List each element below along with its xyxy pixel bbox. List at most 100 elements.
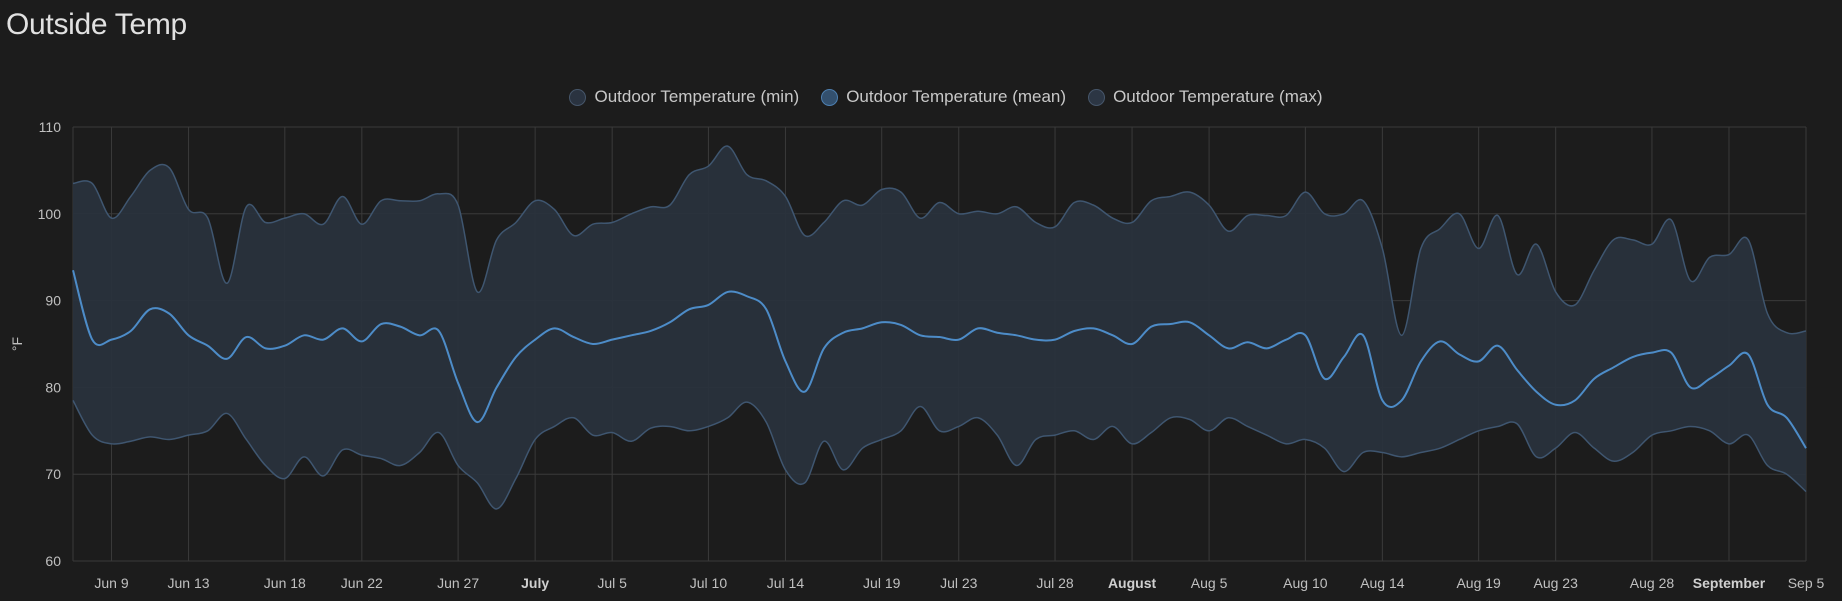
point-mean [129, 329, 133, 333]
legend-item-max[interactable]: Outdoor Temperature (max) [1088, 87, 1323, 107]
point-max [110, 216, 114, 220]
point-min [1554, 446, 1558, 450]
point-min [1477, 429, 1481, 433]
point-mean [1380, 398, 1384, 402]
y-tick-label: 80 [45, 379, 61, 395]
point-mean [71, 268, 75, 272]
point-max [1554, 290, 1558, 294]
point-max [803, 234, 807, 238]
point-min [745, 400, 749, 404]
point-min [629, 439, 633, 443]
point-min [1053, 433, 1057, 437]
point-max [629, 212, 633, 216]
point-mean [764, 307, 768, 311]
point-mean [1034, 338, 1038, 342]
point-mean [938, 335, 942, 339]
point-mean [514, 355, 518, 359]
point-mean [321, 338, 325, 342]
y-tick-label: 100 [38, 206, 62, 222]
point-mean [1611, 365, 1615, 369]
point-mean [1246, 340, 1250, 344]
x-tick-label: Jul 10 [690, 575, 728, 591]
point-min [1226, 416, 1230, 420]
point-min [1650, 433, 1654, 437]
point-mean [225, 357, 229, 361]
point-max [1534, 242, 1538, 246]
point-max [1265, 214, 1269, 218]
point-mean [1669, 351, 1673, 355]
point-max [129, 194, 133, 198]
point-min [418, 451, 422, 455]
point-max [764, 179, 768, 183]
point-mean [1072, 329, 1076, 333]
x-tick-label: Jun 22 [341, 575, 383, 591]
point-min [1380, 451, 1384, 455]
point-mean [976, 326, 980, 330]
legend-label-max: Outdoor Temperature (max) [1113, 87, 1323, 106]
point-mean [1534, 390, 1538, 394]
point-mean [1149, 325, 1153, 329]
point-mean [1207, 333, 1211, 337]
point-min [899, 429, 903, 433]
point-max [148, 168, 152, 172]
point-min [591, 433, 595, 437]
point-mean [206, 344, 210, 348]
point-min [841, 468, 845, 472]
point-max [341, 194, 345, 198]
point-max [1169, 194, 1173, 198]
point-mean [302, 333, 306, 337]
point-max [1323, 212, 1327, 216]
point-mean [1457, 352, 1461, 356]
point-min [938, 429, 942, 433]
point-max [264, 220, 268, 224]
legend-label-min: Outdoor Temperature (min) [594, 87, 800, 106]
point-mean [1708, 377, 1712, 381]
point-min [610, 431, 614, 435]
point-min [514, 477, 518, 481]
point-mean [1342, 355, 1346, 359]
point-mean [187, 333, 191, 337]
point-max [1650, 242, 1654, 246]
point-mean [456, 381, 460, 385]
legend-item-min[interactable]: Outdoor Temperature (min) [569, 87, 799, 107]
point-mean [1496, 344, 1500, 348]
point-max [1438, 227, 1442, 231]
point-min [706, 424, 710, 428]
point-max [649, 205, 653, 209]
point-max [726, 144, 730, 148]
point-min [1688, 424, 1692, 428]
point-max [187, 207, 191, 211]
point-mean [957, 338, 961, 342]
point-mean [783, 359, 787, 363]
y-tick-label: 70 [45, 466, 61, 482]
point-max [1284, 214, 1288, 218]
point-max [321, 222, 325, 226]
legend-item-mean[interactable]: Outdoor Temperature (mean) [821, 87, 1066, 107]
point-min [244, 437, 248, 441]
point-max [995, 212, 999, 216]
legend-swatch-min [569, 88, 587, 106]
point-mean [418, 333, 422, 337]
point-mean [1727, 364, 1731, 368]
point-min [1284, 442, 1288, 446]
point-min [860, 446, 864, 450]
point-min [437, 431, 441, 435]
point-min [129, 439, 133, 443]
point-max [899, 190, 903, 194]
point-max [1053, 225, 1057, 229]
point-mean [860, 326, 864, 330]
point-min [1534, 455, 1538, 459]
point-max [71, 181, 75, 185]
point-max [1207, 203, 1211, 207]
point-mean [437, 329, 441, 333]
point-mean [379, 322, 383, 326]
x-tick-label: Jul 14 [767, 575, 805, 591]
point-max [1804, 329, 1808, 333]
point-mean [1265, 346, 1269, 350]
point-mean [148, 307, 152, 311]
point-max [283, 216, 287, 220]
point-max [167, 166, 171, 170]
point-min [822, 439, 826, 443]
point-min [148, 435, 152, 439]
